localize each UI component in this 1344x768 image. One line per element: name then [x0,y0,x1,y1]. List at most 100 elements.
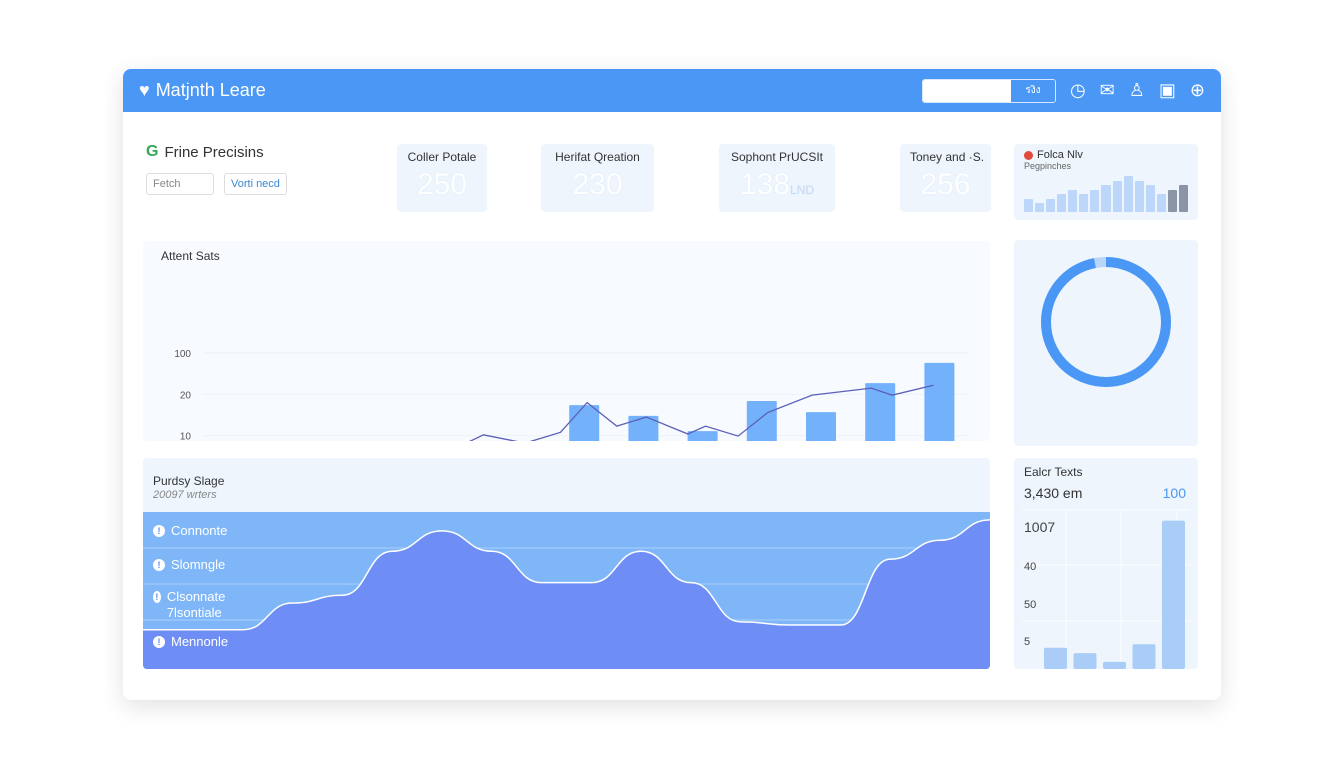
y-tick-label: 1007 [1024,519,1055,535]
bar [1073,653,1097,669]
kpi-title: Coller Potale [407,150,477,164]
bar [1044,647,1067,669]
area-fill [143,519,990,669]
y-tick-label: 20 [180,390,192,401]
kpi-number: 138 [739,168,791,201]
mini-bar [1134,180,1144,212]
stats-card: 1007 40 50 5 Ealcr Texts 3,430 em 100 [1014,458,1198,669]
user-icon[interactable]: ♙ [1128,80,1145,100]
mini-bar [1035,203,1045,212]
legend-label: Slomngle [171,557,226,572]
bar [924,362,955,441]
mini-bar [1057,194,1067,212]
legend-item: ! Mennonle [153,634,228,649]
search-input[interactable] [922,79,1011,102]
mini-bar [1079,194,1089,212]
bar [806,412,836,441]
bar [1162,520,1185,669]
kpi-title: Sophont PrUCSIt [730,150,824,164]
heart-icon: ♥ [139,80,150,100]
mini-bar [1046,198,1056,212]
mini-bar [1167,189,1177,212]
bar [865,383,896,441]
bar [1132,644,1156,669]
clock-icon[interactable]: ◷ [1069,80,1086,100]
app-title: Matjnth Leare [155,80,266,100]
legend-label: Clsonnate 7lsontiale [166,589,226,620]
mini-bar [1068,189,1078,212]
kpi-value: 230 [572,168,623,201]
bar [628,415,659,441]
kpi-card: Toney and ·S. 256 [900,144,991,212]
fetch-button[interactable]: Fetch [146,173,214,195]
compass-icon[interactable]: ⊕ [1189,80,1205,100]
kpi-value: 256 [920,168,971,201]
mini-title: Folca Nlv [1037,149,1083,161]
y-tick-label: 5 [1024,636,1030,648]
bar-chart-title: Attent Sats [161,249,220,263]
donut-arc [1041,257,1171,387]
mini-bar [1156,194,1166,212]
y-tick-label: 40 [1024,561,1036,573]
mini-subtitle: Pegpinches [1024,161,1072,171]
y-tick-label: 50 [1024,599,1036,611]
mini-bar [1112,180,1122,212]
donut-card [1014,240,1198,446]
view-button[interactable]: Vorti necd [224,173,287,195]
legend-item: ! Clsonnate 7lsontiale [153,589,243,621]
mini-bar [1178,185,1188,212]
kpi-title: Herifat Qreation [555,150,640,164]
kpi-card: Sophont PrUCSIt 138LND [719,144,835,212]
search-button[interactable]: รงิง [1010,79,1055,102]
g-logo-icon: G [146,143,159,160]
kpi-value: 250 [416,168,468,201]
search-box: รงิง [921,78,1056,103]
stats-bar-chart: 1007 40 50 5 [1022,509,1190,669]
kpi-value: 138LND [729,168,825,202]
stats-value: 3,430 em [1024,485,1083,501]
section-title: G Frine Precisins [146,143,264,161]
legend-item: ! Slomngle [153,557,225,572]
bar [1103,661,1126,669]
kpi-card: Coller Potale 250 [397,144,487,212]
info-icon: ! [153,558,165,571]
area-chart-panel: Purdsy Slage 20097 wrters ! Connonte ! Slo… [143,458,990,669]
kpi-card: Herifat Qreation 230 [541,144,654,212]
mini-bar [1090,189,1100,212]
donut-chart [1041,257,1171,387]
mini-chart-card: Folca Nlv Pegpinches [1014,144,1198,220]
bar [746,400,777,441]
area-chart-subtitle: 20097 wrters [153,489,217,501]
dashboard-window: ♥ Matjnth Leare รงิง ◷ ✉ ♙ ▣ ⊕ G Frine P… [123,69,1221,700]
mini-bars [1024,176,1188,212]
section-title-text: Frine Precisins [164,143,264,161]
area-chart [143,512,990,669]
kpi-unit: LND [790,183,815,197]
bar-chart: 01020100Mar 2Jul 1Jul 1Jal 2Jal 1Japi 2J… [174,349,969,441]
bar-chart-panel: 01020100Mar 2Jul 1Jul 1Jal 2Jal 1Japi 2J… [143,241,990,441]
alert-icon [1024,150,1033,160]
stats-accent-value: 100 [1162,485,1186,501]
kpi-title: Toney and ·S. [910,150,985,164]
trend-line [469,384,934,441]
y-tick-label: 10 [180,432,192,441]
mini-bar [1145,185,1155,212]
legend-label: Connonte [171,523,228,538]
bar [687,431,718,441]
legend-label: Mennonle [171,634,229,649]
mini-bar [1101,185,1111,212]
y-tick-label: 100 [174,349,191,360]
mini-bar [1024,198,1034,212]
bar [569,405,600,441]
info-icon: ! [153,524,165,537]
mail-icon[interactable]: ✉ [1099,80,1115,100]
mini-bar [1123,176,1133,212]
logo: ♥ Matjnth Leare [139,80,266,101]
area-line [143,519,990,631]
header: ♥ Matjnth Leare รงิง ◷ ✉ ♙ ▣ ⊕ [123,69,1221,112]
info-icon: ! [153,635,165,648]
stats-title: Ealcr Texts [1024,465,1083,479]
area-chart-title: Purdsy Slage [153,474,225,488]
info-icon: ! [153,591,161,603]
clipboard-icon[interactable]: ▣ [1158,80,1176,100]
